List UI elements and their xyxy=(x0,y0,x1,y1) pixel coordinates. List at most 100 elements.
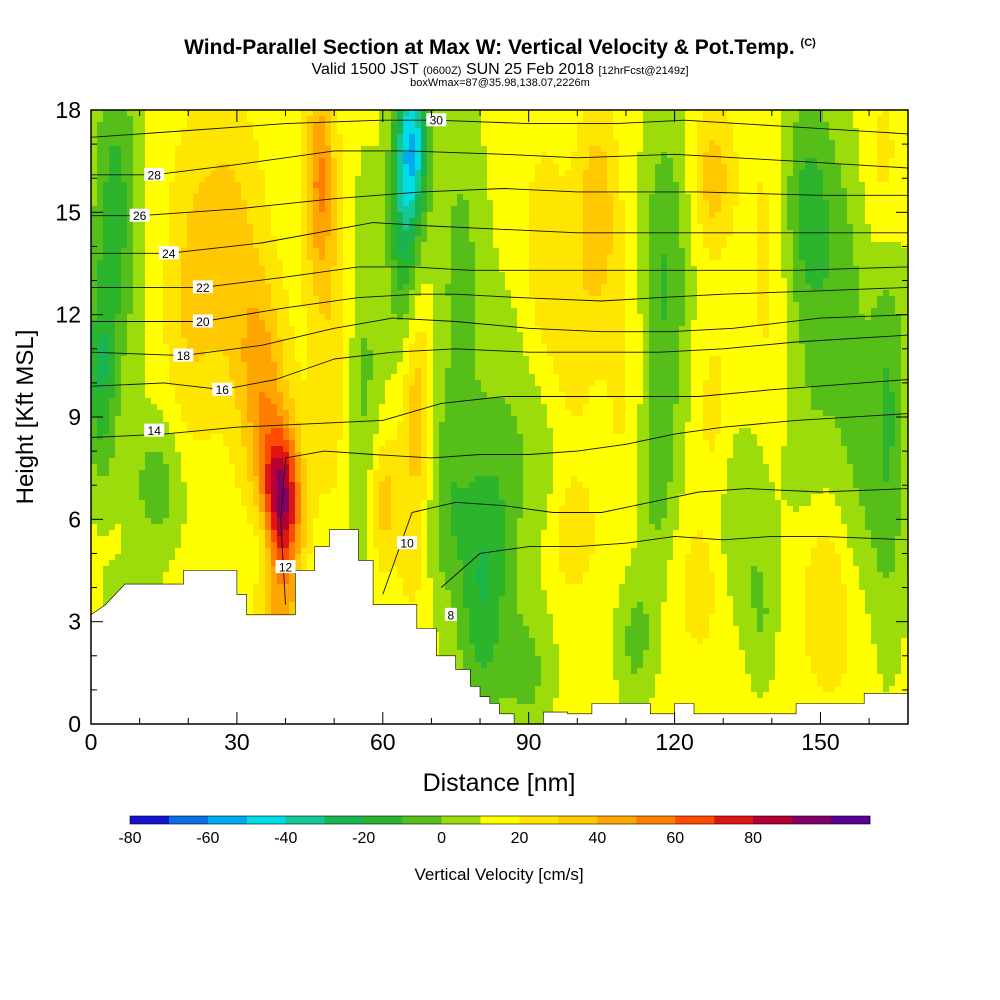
field-cell xyxy=(901,254,908,261)
field-cell xyxy=(103,188,110,195)
field-cell xyxy=(307,158,314,165)
field-cell xyxy=(739,176,746,183)
field-cell xyxy=(331,242,338,249)
field-cell xyxy=(847,218,854,225)
field-cell xyxy=(331,266,338,273)
field-cell xyxy=(403,116,410,123)
field-cell xyxy=(415,314,422,321)
field-cell xyxy=(571,182,578,189)
field-cell xyxy=(469,272,476,279)
field-cell xyxy=(763,278,770,285)
field-cell xyxy=(253,308,260,315)
field-cell xyxy=(703,110,710,117)
field-cell xyxy=(283,314,290,321)
field-cell xyxy=(697,128,704,135)
field-cell xyxy=(727,254,734,261)
field-cell xyxy=(829,224,836,231)
field-cell xyxy=(703,158,710,165)
field-cell xyxy=(823,128,830,135)
field-cell xyxy=(835,122,842,129)
field-cell xyxy=(169,224,176,231)
field-cell xyxy=(115,158,122,165)
field-cell xyxy=(859,122,866,129)
field-cell xyxy=(817,212,824,219)
field-cell xyxy=(367,182,374,189)
field-cell xyxy=(217,218,224,225)
field-cell xyxy=(295,266,302,273)
field-cell xyxy=(193,188,200,195)
field-cell xyxy=(817,206,824,213)
field-cell xyxy=(709,308,716,315)
field-cell xyxy=(109,140,116,147)
field-cell xyxy=(829,302,836,309)
field-cell xyxy=(109,254,116,261)
field-cell xyxy=(349,218,356,225)
field-cell xyxy=(895,110,902,117)
field-cell xyxy=(799,134,806,141)
field-cell xyxy=(523,230,530,237)
field-cell xyxy=(97,152,104,159)
field-cell xyxy=(481,308,488,315)
field-cell xyxy=(529,266,536,273)
field-cell xyxy=(157,200,164,207)
field-cell xyxy=(469,308,476,315)
field-cell xyxy=(409,110,416,117)
field-cell xyxy=(889,128,896,135)
field-cell xyxy=(655,308,662,315)
field-cell xyxy=(253,284,260,291)
field-cell xyxy=(199,326,206,333)
field-cell xyxy=(277,248,284,255)
field-cell xyxy=(823,236,830,243)
field-cell xyxy=(775,266,782,273)
field-cell xyxy=(253,320,260,327)
field-cell xyxy=(517,248,524,255)
field-cell xyxy=(517,194,524,201)
field-cell xyxy=(721,236,728,243)
field-cell xyxy=(259,320,266,327)
field-cell xyxy=(655,182,662,189)
field-cell xyxy=(481,134,488,141)
field-cell xyxy=(559,212,566,219)
field-cell xyxy=(475,302,482,309)
field-cell xyxy=(421,296,428,303)
field-cell xyxy=(841,206,848,213)
field-cell xyxy=(547,128,554,135)
field-cell xyxy=(139,146,146,153)
field-cell xyxy=(865,200,872,207)
field-cell xyxy=(895,158,902,165)
field-cell xyxy=(319,266,326,273)
field-cell xyxy=(427,314,434,321)
field-cell xyxy=(895,140,902,147)
field-cell xyxy=(385,194,392,201)
field-cell xyxy=(451,134,458,141)
field-cell xyxy=(787,122,794,129)
field-cell xyxy=(505,230,512,237)
field-cell xyxy=(103,278,110,285)
field-cell xyxy=(229,230,236,237)
field-cell xyxy=(241,134,248,141)
field-cell xyxy=(583,212,590,219)
field-cell xyxy=(685,134,692,141)
field-cell xyxy=(877,188,884,195)
field-cell xyxy=(409,128,416,135)
field-cell xyxy=(637,158,644,165)
field-cell xyxy=(895,116,902,123)
field-cell xyxy=(415,122,422,129)
field-cell xyxy=(223,188,230,195)
field-cell xyxy=(277,200,284,207)
field-cell xyxy=(121,188,128,195)
field-cell xyxy=(157,236,164,243)
field-cell xyxy=(577,146,584,153)
field-cell xyxy=(835,308,842,315)
field-cell xyxy=(577,194,584,201)
field-cell xyxy=(409,224,416,231)
field-cell xyxy=(511,308,518,315)
field-cell xyxy=(163,308,170,315)
field-cell xyxy=(271,272,278,279)
field-cell xyxy=(409,164,416,171)
field-cell xyxy=(631,164,638,171)
field-cell xyxy=(577,200,584,207)
field-cell xyxy=(439,272,446,279)
field-cell xyxy=(667,296,674,303)
field-cell xyxy=(235,236,242,243)
